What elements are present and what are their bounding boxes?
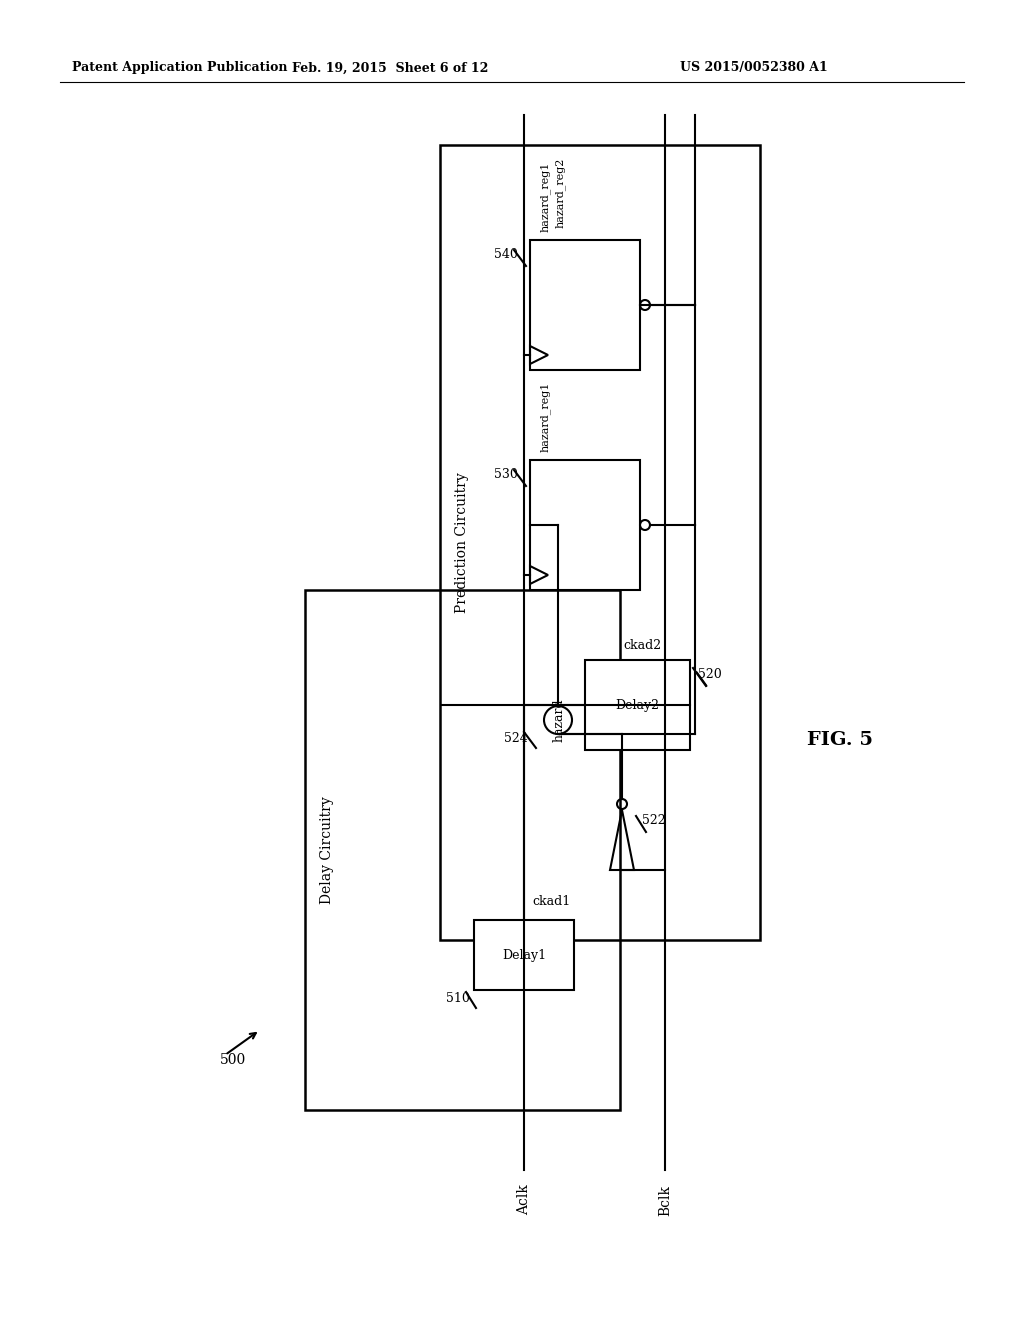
Text: Prediction Circuitry: Prediction Circuitry xyxy=(455,473,469,612)
Bar xyxy=(474,920,574,990)
Text: Delay Circuitry: Delay Circuitry xyxy=(319,796,334,904)
Text: 540: 540 xyxy=(495,248,518,261)
Text: Aclk: Aclk xyxy=(517,1184,531,1216)
Text: ckad2: ckad2 xyxy=(624,639,662,652)
Text: 524: 524 xyxy=(504,731,528,744)
Bar xyxy=(305,590,620,1110)
Bar xyxy=(530,459,640,590)
Text: Delay2: Delay2 xyxy=(615,698,659,711)
Bar xyxy=(530,240,640,370)
Text: 522: 522 xyxy=(642,813,666,826)
Text: 500: 500 xyxy=(220,1053,246,1067)
Text: 510: 510 xyxy=(446,991,470,1005)
Text: hazard_reg2: hazard_reg2 xyxy=(555,157,565,228)
Text: Feb. 19, 2015  Sheet 6 of 12: Feb. 19, 2015 Sheet 6 of 12 xyxy=(292,62,488,74)
Text: FIG. 5: FIG. 5 xyxy=(807,731,873,748)
Text: hazard_reg1: hazard_reg1 xyxy=(540,381,551,451)
Text: US 2015/0052380 A1: US 2015/0052380 A1 xyxy=(680,62,827,74)
Text: Bclk: Bclk xyxy=(658,1184,672,1216)
Bar xyxy=(440,145,760,940)
Text: Patent Application Publication: Patent Application Publication xyxy=(72,62,288,74)
Text: hazard_reg1: hazard_reg1 xyxy=(540,161,551,232)
Text: 520: 520 xyxy=(698,668,722,681)
Text: hazard: hazard xyxy=(553,698,566,742)
Text: Delay1: Delay1 xyxy=(502,949,546,961)
Text: ckad1: ckad1 xyxy=(532,895,570,908)
Text: 530: 530 xyxy=(495,469,518,482)
Bar xyxy=(585,660,690,750)
